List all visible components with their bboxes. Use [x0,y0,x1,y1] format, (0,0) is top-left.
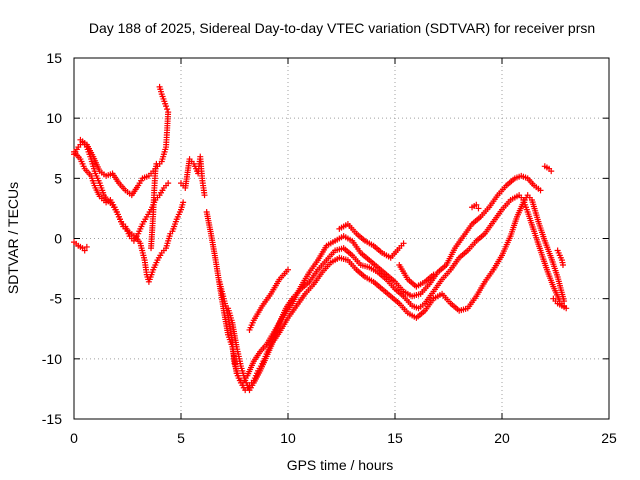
data-point [201,192,208,199]
data-point [165,109,172,116]
chart-title: Day 188 of 2025, Sidereal Day-to-day VTE… [89,20,595,36]
series-arc-5 [148,160,160,252]
data-point [81,247,88,254]
y-axis-label: SDTVAR / TECUs [5,182,21,294]
series-arc-12 [336,221,407,261]
x-tick-labels: 0 5 10 15 20 25 [70,430,617,446]
data-point [475,205,482,212]
y-tick-label: 0 [54,231,62,247]
data-point [83,243,90,250]
data-point [164,106,171,113]
series-arc-2 [71,148,174,285]
data-point [165,180,172,187]
x-axis-label: GPS time / hours [287,457,394,473]
x-tick-label: 20 [494,430,510,446]
data-point [246,326,253,333]
data-point [537,187,544,194]
data-point [400,240,407,247]
x-tick-label: 25 [601,430,617,446]
series-arc-14 [469,201,482,212]
series-arc-3 [77,83,172,199]
series-arc-13 [396,261,437,290]
y-tick-label: -10 [42,351,62,367]
series-arc-6 [169,199,187,235]
x-tick-label: 10 [280,430,296,446]
y-tick-label: 5 [54,170,62,186]
x-tick-label: 5 [177,430,185,446]
data-point [156,83,163,90]
data-point [563,305,570,312]
data-point [561,298,568,305]
data-point [153,160,160,167]
series-arc-1 [71,139,172,244]
y-tick-label: -5 [50,291,63,307]
x-tick-label: 15 [387,430,403,446]
series-arc-7 [178,153,208,199]
data-point [473,201,480,208]
data-point [180,199,187,206]
series-arc-10 [225,192,568,394]
data-point [559,261,566,268]
series-arc-4 [71,239,90,254]
axis-ticks [73,57,610,420]
x-tick-label: 0 [70,430,78,446]
series-arc-17 [550,295,570,312]
series-arc-15 [541,163,555,175]
data-marks [71,83,570,394]
data-point [430,271,437,278]
series-arc-16 [554,247,566,268]
y-tick-labels: -15 -10 -5 0 5 10 15 [42,50,62,427]
y-tick-label: 10 [46,110,62,126]
grid [74,58,609,419]
series-arc-8 [203,192,568,394]
data-point [548,168,555,175]
y-tick-label: -15 [42,411,62,427]
series-arc-11 [246,266,291,333]
y-tick-label: 15 [46,50,62,66]
